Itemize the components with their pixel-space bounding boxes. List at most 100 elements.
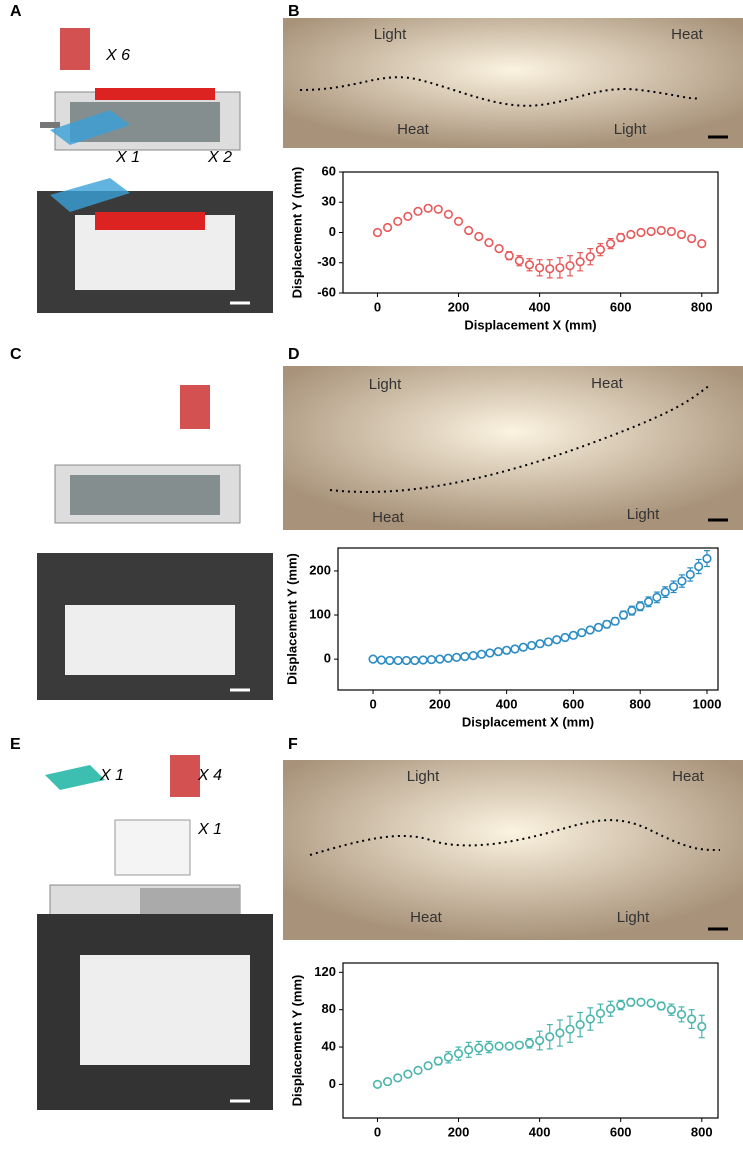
data-point	[524, 260, 535, 270]
data-point	[652, 592, 662, 602]
data-point	[433, 1056, 443, 1066]
data-point	[595, 245, 606, 255]
data-point	[585, 625, 595, 635]
data-point	[476, 649, 487, 659]
data-point	[616, 1000, 626, 1010]
y-axis-label: Displacement Y (mm)	[289, 167, 304, 299]
data-point	[451, 652, 462, 662]
data-point	[543, 637, 553, 647]
y-tick-label: -30	[317, 254, 336, 269]
trajectory	[299, 76, 701, 107]
data-point	[514, 1040, 524, 1050]
data-point	[687, 1014, 697, 1024]
data-point	[697, 1021, 707, 1032]
data-point	[510, 644, 520, 654]
data-point	[635, 601, 645, 611]
data-point	[656, 1001, 666, 1011]
data-point	[605, 238, 616, 249]
data-point	[618, 610, 629, 620]
data-point	[575, 1020, 585, 1030]
count-label: X 1	[197, 821, 222, 838]
x-tick-label: 400	[529, 299, 551, 314]
data-point	[468, 651, 478, 661]
photo-label: Heat	[672, 768, 705, 785]
data-point	[524, 1038, 535, 1048]
data-point	[627, 606, 637, 616]
data-point	[565, 261, 575, 271]
data-point	[610, 616, 620, 626]
data-point	[393, 655, 403, 666]
robot-photo	[80, 955, 250, 1065]
photo-label: Light	[617, 909, 650, 926]
panel-letter: A	[10, 3, 22, 20]
data-point	[474, 1043, 484, 1053]
data-point	[585, 252, 595, 262]
y-tick-label: 80	[322, 1001, 336, 1016]
data-point	[413, 206, 423, 216]
data-point	[410, 655, 420, 666]
data-point	[464, 1045, 474, 1055]
photo-label: Light	[614, 121, 647, 138]
photo-label: Heat	[671, 26, 704, 43]
y-tick-label: 40	[322, 1038, 336, 1053]
x-tick-label: 600	[610, 1124, 632, 1139]
photo-label: Heat	[397, 121, 430, 138]
count-label: X 1	[115, 149, 140, 166]
y-tick-label: 0	[324, 651, 331, 666]
y-axis-label: Displacement Y (mm)	[289, 975, 304, 1107]
x-tick-label: 200	[448, 1124, 470, 1139]
data-point	[494, 1041, 504, 1051]
count-label: X 6	[105, 47, 130, 64]
data-point	[485, 648, 495, 658]
data-point	[676, 229, 687, 240]
y-tick-label: 60	[322, 163, 336, 178]
plot-frame	[337, 547, 719, 691]
data-point	[464, 225, 474, 236]
data-point	[687, 233, 697, 244]
data-point	[568, 630, 579, 640]
data-point	[694, 561, 704, 572]
data-point	[555, 263, 565, 273]
data-point	[666, 1005, 676, 1015]
data-point	[435, 654, 445, 664]
data-point	[626, 997, 636, 1007]
trajectory	[329, 384, 711, 493]
robot-render	[50, 110, 241, 524]
data-point	[605, 1004, 616, 1014]
data-point	[382, 1076, 393, 1087]
photo-label: Heat	[372, 509, 405, 526]
data-point	[504, 251, 514, 261]
data-point	[666, 226, 676, 237]
data-point	[697, 238, 707, 249]
data-point	[484, 1042, 494, 1052]
x-tick-label: 600	[563, 696, 585, 711]
data-point	[443, 1052, 454, 1062]
x-tick-label: 200	[429, 696, 451, 711]
data-point	[565, 1024, 575, 1034]
photo	[283, 366, 743, 530]
data-point	[602, 619, 612, 629]
data-point	[643, 597, 654, 607]
data-point	[514, 256, 524, 266]
x-tick-label: 800	[691, 299, 713, 314]
data-point	[368, 654, 378, 664]
photo-label: Light	[407, 768, 440, 785]
data-point	[443, 653, 453, 663]
data-point	[426, 654, 437, 665]
x-tick-label: 400	[529, 1124, 551, 1139]
robot-photo	[95, 212, 205, 230]
data-point	[518, 642, 528, 652]
data-point	[484, 237, 494, 248]
data-point	[656, 225, 666, 236]
data-point	[460, 651, 470, 662]
data-point	[676, 1009, 687, 1019]
data-point	[372, 1079, 383, 1089]
data-point	[616, 232, 626, 243]
y-tick-label: 120	[314, 964, 336, 979]
panel-letter: D	[288, 346, 300, 363]
count-label: X 2	[207, 149, 232, 166]
y-tick-label: 200	[309, 562, 331, 577]
data-point	[535, 639, 545, 649]
y-tick-label: 0	[329, 1076, 336, 1091]
